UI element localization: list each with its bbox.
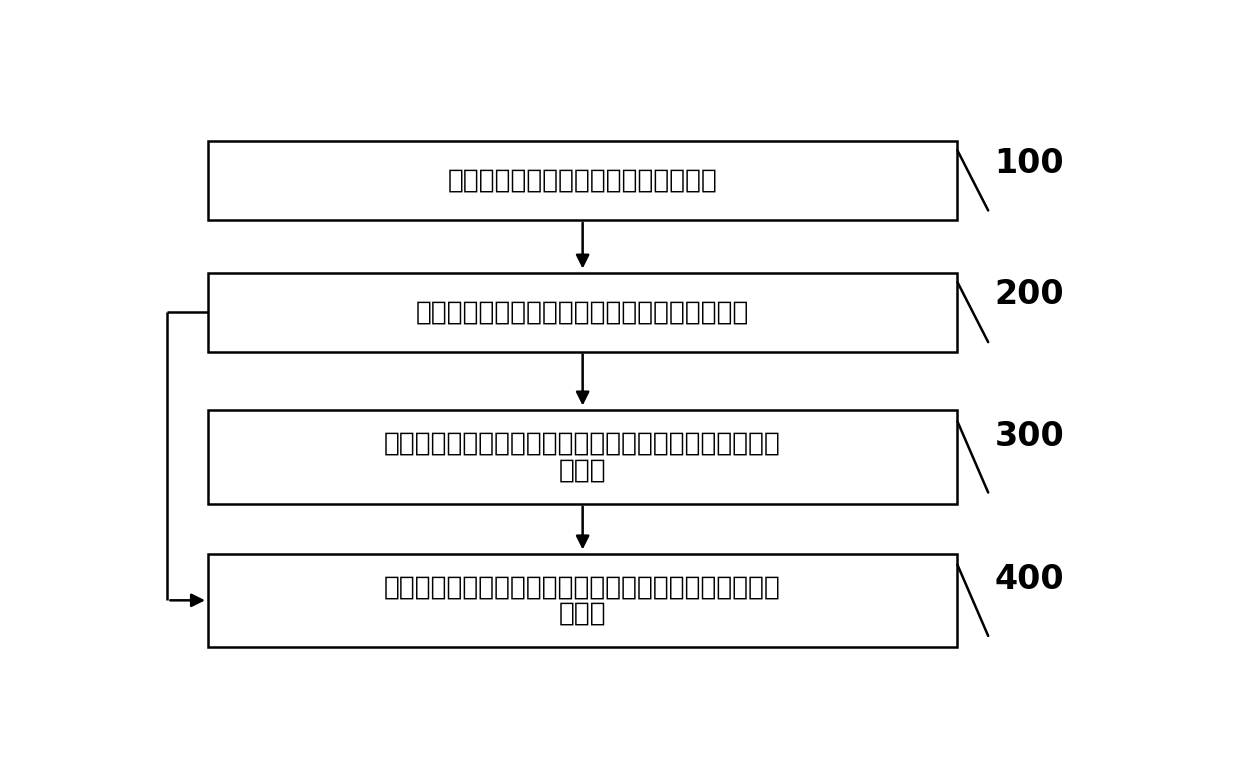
Bar [208,553,957,648]
Text: 在所述导风门处于闭合状态时控制所述导风门进行第一角: 在所述导风门处于闭合状态时控制所述导风门进行第一角 [384,431,781,457]
Bar [208,273,957,352]
Text: 200: 200 [994,278,1064,312]
Text: 根据所述位移参数判断所述导风门的开合状态；: 根据所述位移参数判断所述导风门的开合状态； [415,299,749,325]
Bar [208,410,957,504]
Text: 300: 300 [994,420,1064,453]
Text: 度复位: 度复位 [559,457,606,483]
Text: 度复位: 度复位 [559,600,606,626]
Bar [208,141,957,220]
Text: 获取导风门在预设时长内的位移参数；: 获取导风门在预设时长内的位移参数； [448,167,718,194]
Text: 400: 400 [994,563,1064,597]
Text: 100: 100 [994,147,1064,179]
Text: 在所述导风门处于开启状态时控制所述导风门进行第二角: 在所述导风门处于开启状态时控制所述导风门进行第二角 [384,574,781,600]
